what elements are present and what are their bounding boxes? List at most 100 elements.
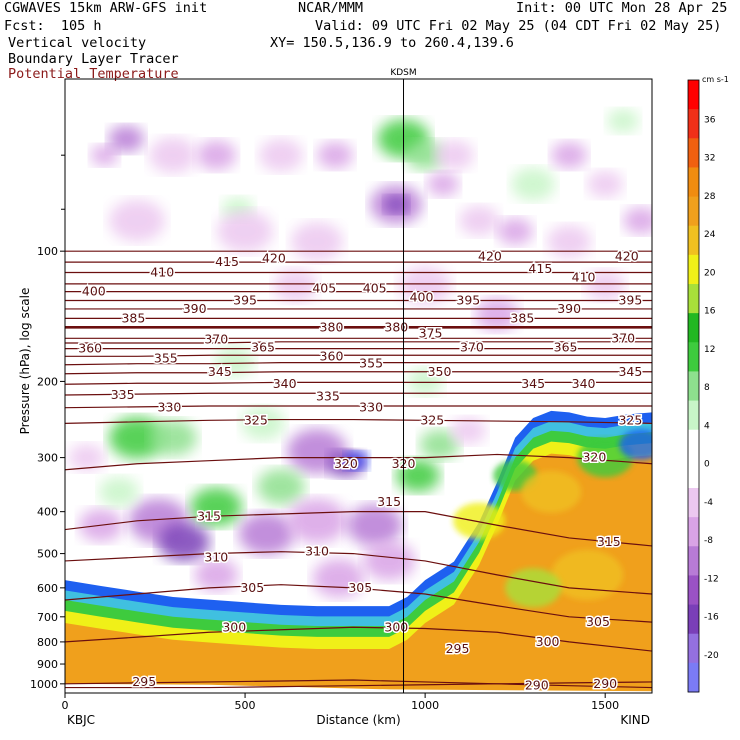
x-tick-label: 1500 [591, 699, 619, 712]
vv-blob [109, 199, 166, 242]
theta-label: 325 [420, 412, 444, 427]
theta-label: 400 [82, 284, 106, 299]
y-tick-label: 800 [37, 636, 58, 649]
theta-label: 385 [510, 310, 534, 325]
theta-label: 335 [316, 389, 340, 404]
theta-label: 305 [586, 614, 610, 629]
theta-305 [65, 584, 652, 623]
field-boundary-tracer: Boundary Layer Tracer [8, 51, 179, 67]
vv-blob [90, 144, 119, 166]
colorbar-tick-label: 32 [704, 154, 715, 164]
colorbar-frame [687, 79, 700, 693]
vv-blob [241, 406, 286, 440]
colorbar-tick-label: 4 [704, 421, 710, 431]
colorbar-tick-label: 24 [704, 230, 716, 240]
vv-blob [273, 268, 318, 302]
theta-label: 330 [158, 400, 182, 415]
vv-blob [196, 140, 237, 171]
theta-350 [65, 362, 652, 366]
colorbar-tick-label: 0 [704, 460, 710, 470]
colorbar-tick-label: -12 [704, 574, 719, 584]
init-time: Init: 00 UTC Mon 28 Apr 25 [516, 0, 728, 16]
theta-label: 365 [251, 340, 275, 355]
colorbar-tick-label: 16 [704, 307, 716, 317]
theta-label: 330 [359, 400, 383, 415]
theta-contours [65, 250, 652, 689]
right-station: KIND [620, 713, 650, 727]
colorbar: -20 -16 -12 -8 -4 0 4 8 12 16 20 24 28 32 36 cm s-1 [687, 75, 729, 693]
theta-label: 395 [233, 292, 257, 307]
theta-label: 320 [334, 456, 358, 471]
tracer-blob [577, 438, 634, 478]
theta-label: 420 [615, 249, 639, 264]
theta-label: 380 [320, 319, 344, 334]
theta-label: 310 [204, 549, 228, 564]
theta-label: 340 [572, 376, 596, 391]
theta-label: 420 [262, 251, 286, 266]
vv-blob [287, 498, 348, 544]
vv-blob [149, 419, 198, 456]
theta-label: 370 [611, 330, 635, 345]
colorbar-swatch [688, 400, 699, 431]
tracer-blob [521, 470, 582, 513]
y-tick-label: 100 [37, 245, 58, 258]
vv-blob [68, 444, 105, 472]
y-tick-label: 200 [37, 375, 58, 388]
y-tick-label: 600 [37, 582, 58, 595]
theta-label: 290 [525, 678, 549, 693]
theta-label: 340 [273, 376, 297, 391]
theta-label: 380 [384, 319, 408, 334]
theta-label: 360 [78, 341, 102, 356]
colorbar-tick-label: -8 [704, 536, 713, 546]
theta-355 [65, 354, 652, 357]
theta-335 [65, 392, 652, 396]
theta-340 [65, 381, 652, 385]
theta-labels: 295 290 290 300 300 300 305 295 305 305 310 310 315 3… [77, 247, 644, 694]
colorbar-tick-label: 8 [704, 383, 710, 393]
vv-blob [384, 195, 409, 214]
colorbar-tick-label: 36 [704, 115, 716, 125]
colorbar-tick-label: -4 [704, 498, 713, 508]
theta-310 [65, 551, 652, 595]
theta-label: 400 [410, 290, 434, 305]
colorbar-swatch [688, 429, 699, 460]
x-tick-label: 0 [62, 699, 69, 712]
vv-blob [585, 270, 626, 301]
field-vertical-velocity: Vertical velocity [8, 35, 147, 51]
vv-blob [497, 217, 534, 245]
theta-label: 295 [132, 674, 156, 689]
x-tick-label: 1000 [411, 699, 439, 712]
colorbar-swatch [688, 371, 699, 402]
axes: KDSM 0 500 1000 1500 Distance (km) KBJC KIND 100… [18, 68, 650, 727]
vv-blob [149, 137, 198, 174]
theta-label: 325 [618, 412, 642, 427]
vv-blob [238, 512, 295, 555]
vv-blob [587, 170, 624, 198]
theta-325 [65, 418, 652, 424]
vv-blob [217, 210, 274, 253]
theta-label: 375 [419, 326, 443, 341]
organization: NCAR/MMM [298, 0, 364, 16]
theta-label: 405 [363, 281, 387, 296]
vv-blob [291, 222, 344, 262]
y-tick-label: 900 [37, 658, 58, 671]
vv-blob [450, 417, 487, 445]
theta-label: 395 [618, 292, 642, 307]
vv-blob [433, 140, 474, 171]
theta-label: 310 [305, 544, 329, 559]
vv-blob [157, 522, 210, 562]
colorbar-swatch [688, 342, 699, 372]
theta-label: 350 [428, 364, 452, 379]
theta-365 [65, 341, 652, 344]
station-marker-label: KDSM [390, 68, 416, 78]
theta-label: 410 [150, 264, 174, 279]
vv-blob [214, 346, 255, 377]
theta-label: 345 [618, 364, 642, 379]
theta-330 [65, 405, 652, 409]
colorbar-swatch [688, 109, 699, 139]
theta-label: 395 [456, 292, 480, 307]
colorbar-swatch [688, 662, 699, 693]
vertical-velocity-field [65, 108, 652, 693]
theta-label: 300 [536, 634, 560, 649]
